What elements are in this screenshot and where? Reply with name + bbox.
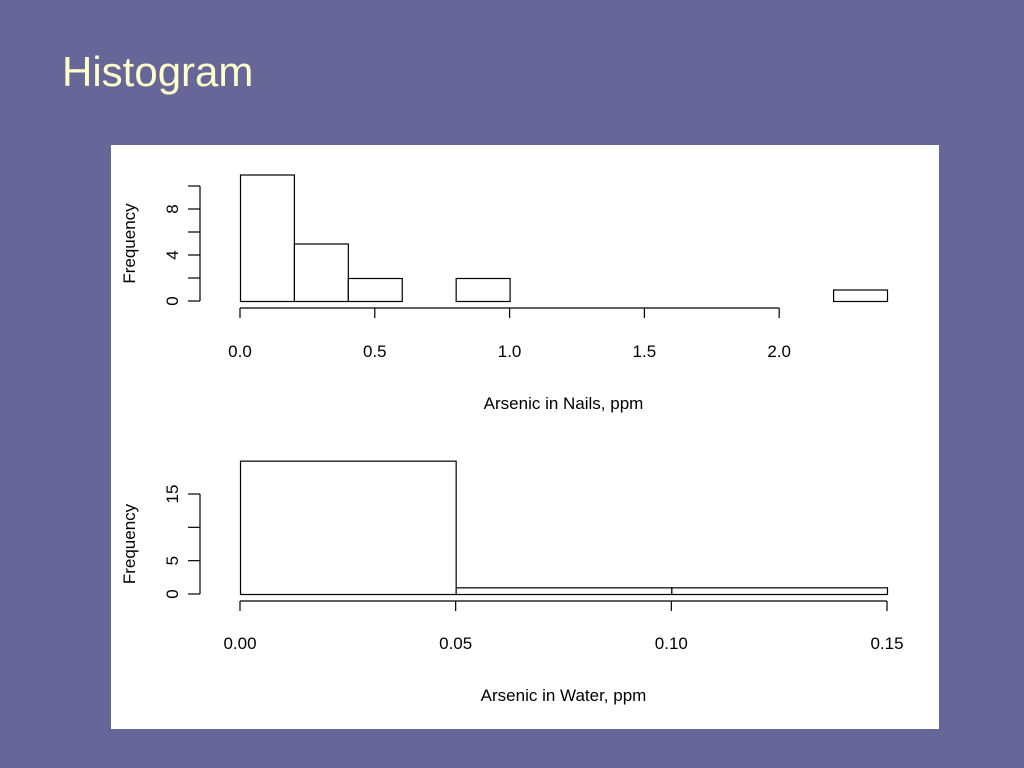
nails-bar: [239, 174, 296, 303]
water-y-tick-label: 0: [163, 589, 182, 598]
histogram-nails: 0.0 0.5 1.0 1.5 2.0 0 4 8 Frequency Arsenic in …: [120, 174, 889, 413]
nails-x-tick-label: 1.5: [633, 342, 657, 361]
water-bars: [239, 460, 889, 596]
nails-axes: 0.0 0.5 1.0 1.5 2.0 0 4 8: [163, 185, 791, 361]
nails-bar: [832, 289, 889, 303]
nails-x-tick-label: 2.0: [767, 342, 791, 361]
nails-bars: [239, 174, 889, 303]
nails-x-tick-label: 1.0: [498, 342, 522, 361]
water-x-tick-label: 0.05: [439, 634, 472, 653]
water-axes: 0.00 0.05 0.10 0.15 0 5 15: [163, 485, 904, 653]
nails-bar: [455, 277, 511, 303]
nails-x-tick-label: 0.5: [363, 342, 387, 361]
water-y-tick-label: 5: [163, 556, 182, 565]
nails-bar: [347, 277, 403, 303]
water-x-tick-label: 0.15: [870, 634, 903, 653]
plot-panel: 0.0 0.5 1.0 1.5 2.0 0 4 8 Frequency Arsenic in …: [111, 145, 939, 729]
nails-bar: [293, 243, 349, 303]
nails-x-tick-label: 0.0: [228, 342, 252, 361]
water-bar: [239, 460, 457, 596]
water-bar: [671, 587, 889, 596]
histogram-water: 0.00 0.05 0.10 0.15 0 5 15 Frequency Arsenic i…: [120, 460, 904, 705]
water-y-tick-label: 15: [163, 485, 182, 504]
nails-y-axis-label: Frequency: [120, 203, 139, 284]
water-x-tick-label: 0.10: [655, 634, 688, 653]
water-x-tick-label: 0.00: [223, 634, 256, 653]
water-y-axis-label: Frequency: [120, 503, 139, 584]
slide-title: Histogram: [62, 48, 254, 95]
nails-x-axis-label: Arsenic in Nails, ppm: [484, 394, 644, 413]
nails-y-tick-label: 4: [163, 250, 182, 259]
water-x-axis-label: Arsenic in Water, ppm: [481, 686, 647, 705]
nails-y-tick-label: 0: [163, 296, 182, 305]
water-bar: [455, 587, 673, 596]
histogram-figure: 0.0 0.5 1.0 1.5 2.0 0 4 8 Frequency Arsenic in …: [120, 174, 904, 705]
nails-y-tick-label: 8: [163, 204, 182, 213]
